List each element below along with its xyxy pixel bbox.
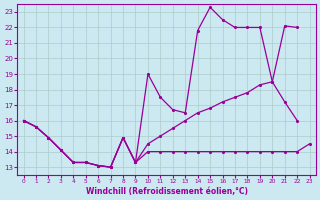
X-axis label: Windchill (Refroidissement éolien,°C): Windchill (Refroidissement éolien,°C) — [85, 187, 248, 196]
